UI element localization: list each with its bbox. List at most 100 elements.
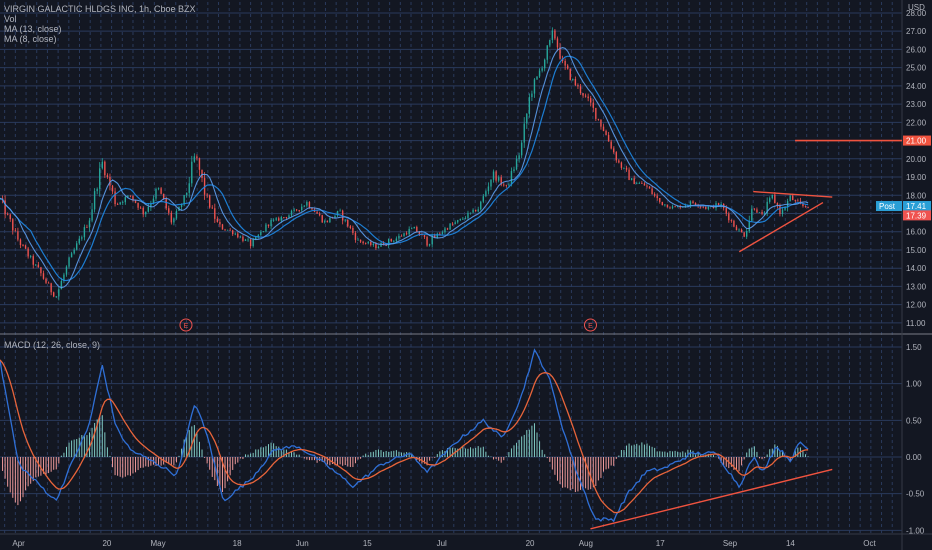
candle-body[interactable] [774, 194, 776, 204]
candle-body[interactable] [278, 218, 280, 221]
candle-body[interactable] [47, 282, 50, 284]
candle-body[interactable] [630, 178, 633, 180]
candle-body[interactable] [308, 202, 311, 208]
candle-body[interactable] [229, 229, 231, 231]
candle-body[interactable] [753, 208, 756, 210]
candle-body[interactable] [216, 218, 219, 222]
candle-body[interactable] [318, 213, 321, 216]
candle-body[interactable] [474, 209, 477, 212]
candle-body[interactable] [208, 195, 211, 208]
candle-body[interactable] [86, 227, 88, 228]
candle-body[interactable] [244, 239, 247, 241]
candle-body[interactable] [582, 93, 584, 96]
candle-body[interactable] [70, 253, 73, 258]
candle-body[interactable] [73, 249, 75, 254]
candle-body[interactable] [359, 239, 362, 242]
ma13-line[interactable] [0, 55, 809, 282]
candle-body[interactable] [636, 183, 638, 185]
trend-line[interactable] [753, 190, 833, 198]
candle-body[interactable] [162, 193, 165, 200]
candle-body[interactable] [756, 209, 758, 213]
candle-body[interactable] [193, 156, 196, 162]
candle-body[interactable] [347, 219, 349, 227]
candle-body[interactable] [564, 60, 566, 66]
candle-body[interactable] [797, 200, 799, 202]
candle-body[interactable] [311, 207, 313, 210]
candle-body[interactable] [746, 231, 748, 237]
candle-body[interactable] [572, 78, 574, 80]
candle-body[interactable] [464, 218, 467, 220]
candle-body[interactable] [214, 208, 216, 219]
candle-body[interactable] [472, 209, 474, 213]
candle-body[interactable] [252, 239, 254, 247]
candle-body[interactable] [403, 233, 405, 237]
candle-body[interactable] [779, 205, 781, 214]
ma8-line[interactable] [0, 47, 809, 289]
candle-body[interactable] [671, 206, 674, 209]
candle-body[interactable] [298, 210, 300, 211]
candle-body[interactable] [659, 198, 661, 202]
candle-body[interactable] [689, 201, 692, 206]
candle-body[interactable] [666, 204, 669, 208]
trend-line[interactable] [738, 201, 824, 253]
candle-body[interactable] [211, 207, 213, 209]
candle-body[interactable] [147, 207, 150, 212]
candle-body[interactable] [393, 240, 395, 242]
candle-body[interactable] [114, 191, 116, 205]
candle-body[interactable] [613, 148, 615, 153]
candle-body[interactable] [387, 238, 390, 246]
candle-body[interactable] [416, 226, 418, 233]
candle-body[interactable] [526, 113, 528, 124]
candle-body[interactable] [206, 194, 208, 196]
candle-body[interactable] [638, 183, 641, 184]
candle-body[interactable] [551, 30, 554, 40]
candle-body[interactable] [600, 119, 602, 127]
candle-body[interactable] [802, 203, 804, 207]
candle-body[interactable] [88, 220, 91, 228]
candle-body[interactable] [807, 206, 809, 208]
candle-body[interactable] [784, 207, 786, 210]
candle-body[interactable] [160, 188, 162, 194]
candle-body[interactable] [321, 215, 323, 223]
candle-body[interactable] [219, 221, 221, 225]
candle-body[interactable] [109, 176, 111, 186]
candle-body[interactable] [444, 228, 446, 233]
candle-body[interactable] [142, 207, 144, 215]
candle-body[interactable] [295, 209, 298, 211]
candle-body[interactable] [40, 267, 42, 274]
candle-body[interactable] [377, 246, 380, 249]
candle-body[interactable] [283, 217, 285, 218]
candle-body[interactable] [510, 171, 513, 185]
candle-body[interactable] [597, 118, 600, 120]
candle-body[interactable] [35, 264, 37, 266]
candle-body[interactable] [242, 236, 244, 241]
candle-body[interactable] [556, 38, 559, 48]
candle-body[interactable] [198, 158, 201, 170]
candle-body[interactable] [270, 220, 272, 226]
candle-body[interactable] [76, 243, 78, 250]
candle-body[interactable] [528, 96, 531, 114]
candle-body[interactable] [584, 95, 587, 97]
candle-body[interactable] [119, 202, 121, 205]
candle-body[interactable] [559, 47, 561, 59]
candle-body[interactable] [730, 220, 733, 222]
candle-body[interactable] [781, 209, 784, 214]
candle-body[interactable] [446, 228, 449, 230]
ma13-legend[interactable]: MA (13, close) [4, 24, 62, 34]
candle-body[interactable] [541, 68, 543, 71]
macd-pane[interactable] [0, 348, 833, 530]
candle-body[interactable] [249, 239, 252, 247]
candle-body[interactable] [454, 222, 456, 225]
candle-body[interactable] [285, 217, 288, 218]
price-tag[interactable] [903, 201, 931, 212]
candle-body[interactable] [175, 210, 178, 219]
candle-body[interactable] [720, 204, 722, 206]
candle-body[interactable] [705, 207, 707, 209]
candle-body[interactable] [641, 183, 643, 184]
candle-body[interactable] [449, 223, 451, 230]
candle-body[interactable] [63, 274, 65, 281]
candle-body[interactable] [68, 257, 70, 267]
candle-body[interactable] [592, 102, 594, 108]
candle-body[interactable] [618, 160, 620, 163]
